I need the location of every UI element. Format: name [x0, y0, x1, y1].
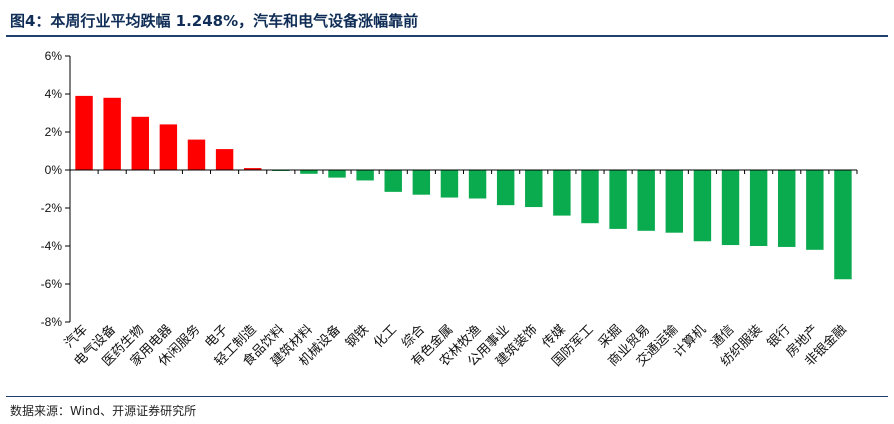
bar-26	[778, 170, 796, 247]
bar-20	[609, 170, 627, 229]
bar-15	[468, 170, 487, 199]
bar-27	[806, 170, 824, 250]
chart-title: 图4：本周行业平均跌幅 1.248%，汽车和电气设备涨幅靠前	[10, 12, 419, 30]
y-tick-label: -6%	[41, 277, 63, 291]
bar-14	[440, 170, 459, 198]
bar-1	[75, 95, 93, 170]
bar-9	[300, 170, 318, 174]
category-label: 钢铁	[343, 322, 372, 351]
bar-23	[693, 170, 712, 242]
bar-5	[187, 139, 206, 170]
bar-2	[103, 97, 121, 170]
y-tick-label: -2%	[41, 201, 63, 215]
bar-10	[328, 170, 346, 178]
bar-13	[412, 170, 431, 195]
bar-25	[749, 170, 768, 246]
y-tick-label: -4%	[41, 239, 63, 253]
bar-28	[834, 170, 852, 280]
bar-19	[581, 170, 599, 224]
y-tick-label: 6%	[45, 49, 63, 63]
chart-header: 图4：本周行业平均跌幅 1.248%，汽车和电气设备涨幅靠前	[6, 4, 888, 34]
source-note: 数据来源：Wind、开源证券研究所	[10, 404, 197, 418]
y-tick-label: 4%	[45, 87, 63, 101]
bar-18	[553, 170, 571, 216]
bar-17	[525, 170, 543, 208]
bar-3	[131, 116, 149, 170]
title-rule	[6, 35, 888, 37]
category-label: 化工	[371, 322, 400, 351]
bar-7	[243, 168, 262, 170]
bar-4	[159, 124, 178, 170]
y-tick-label: 0%	[45, 163, 63, 177]
bar-24	[721, 170, 740, 246]
category-label: 计算机	[671, 322, 709, 360]
bar-12	[384, 170, 402, 192]
y-tick-label: 2%	[45, 125, 63, 139]
bar-22	[665, 170, 684, 233]
bar-16	[496, 170, 515, 206]
source-rule	[6, 396, 888, 397]
bar-6	[215, 149, 234, 170]
bar-21	[637, 170, 655, 231]
y-tick-label: -8%	[41, 315, 63, 329]
bar-11	[356, 170, 374, 181]
